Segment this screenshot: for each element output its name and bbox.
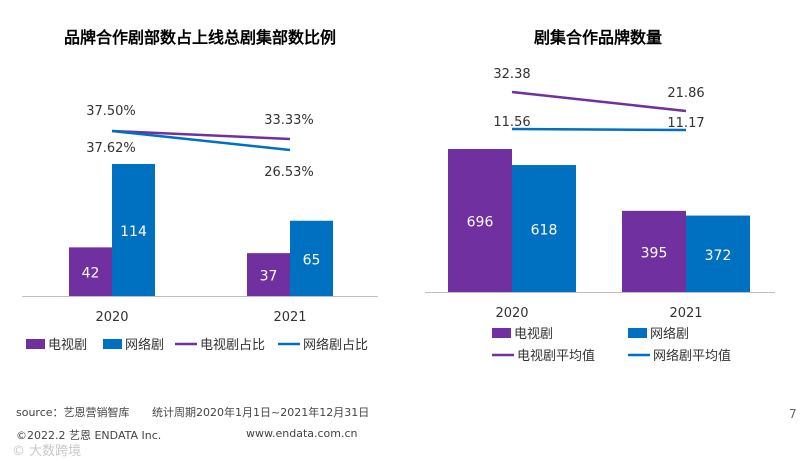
chart2-legend-label-web-line: 网络剧平均值 (653, 348, 731, 364)
chart2-legend-swatch-web-bar (628, 328, 647, 338)
chart2-bar-label-tv-2020: 696 (467, 215, 494, 231)
chart2-title: 剧集合作品牌数量 (534, 28, 662, 47)
website-note: www.endata.com.cn (246, 427, 358, 440)
chart1-line-web (111, 129, 291, 152)
chart2-bar-label-web-2020: 618 (531, 223, 558, 239)
chart2-bar-label-tv-2021: 395 (641, 245, 668, 261)
chart2-x-tick-2020: 2020 (495, 306, 528, 321)
chart2-line-label-web-2021: 11.17 (667, 116, 704, 131)
chart1-bar-web-2021 (290, 220, 333, 296)
chart1-bar-label-tv-2020: 42 (82, 266, 100, 282)
chart1-legend-swatch-web-bar (103, 339, 122, 349)
watermark-text: 大数跨境 (29, 444, 82, 459)
copyright-note: ©2022.2 艺恩 ENDATA Inc. (16, 429, 162, 442)
chart1-x-tick-2021: 2021 (273, 310, 306, 325)
chart1-bar-tv-2021 (247, 253, 290, 296)
chart1-legend-label-web-bar: 网络剧 (125, 337, 164, 353)
chart1-bar-label-web-2021: 65 (303, 252, 321, 268)
chart1-line-label-tv-2021: 33.33% (264, 113, 314, 128)
chart2-line-label-tv-2020: 32.38 (493, 67, 530, 82)
chart2-legend-swatch-tv-bar (492, 328, 511, 338)
chart2-bar-tv-2020 (448, 149, 512, 292)
chart1-title: 品牌合作剧部数占上线总剧集部数比例 (64, 28, 336, 47)
page-number: 7 (789, 407, 797, 421)
chart1-bar-label-tv-2021: 37 (260, 269, 278, 285)
chart1-line-label-web-2021: 26.53% (264, 165, 314, 180)
chart2-bar-web-2021 (686, 215, 750, 292)
chart1-line-label-web-2020: 37.62% (86, 141, 136, 156)
period-note: 统计周期2020年1月1日~2021年12月31日 (152, 406, 370, 419)
chart1-bar-tv-2020 (69, 247, 112, 296)
source-note: source：艺恩营销智库 (16, 406, 130, 419)
chart1-legend-swatch-tv-bar (26, 339, 45, 349)
chart1-legend-label-tv-bar: 电视剧 (48, 338, 87, 353)
chart1-x-tick-2020: 2020 (95, 310, 128, 325)
chart1-legend-label-tv-line: 电视剧占比 (200, 338, 265, 353)
chart2-legend-label-tv-line: 电视剧平均值 (517, 348, 595, 364)
chart2-line-web (511, 127, 687, 132)
chart1-bar-label-web-2020: 114 (120, 224, 147, 240)
chart2-legend-label-tv-bar: 电视剧 (514, 327, 553, 342)
watermark: © 大数跨境 (12, 440, 81, 459)
chart2-legend-label-web-bar: 网络剧 (650, 326, 689, 342)
chart1-line-tv (111, 129, 291, 141)
chart2-bar-tv-2021 (622, 210, 686, 292)
watermark-icon: © (12, 444, 25, 459)
chart2-line-label-web-2020: 11.56 (493, 115, 530, 130)
chart2-bar-label-web-2021: 372 (705, 248, 732, 264)
chart2-line-tv (511, 90, 687, 113)
chart1-line-label-tv-2020: 37.50% (86, 104, 136, 119)
chart1-legend-label-web-line: 网络剧占比 (303, 337, 368, 353)
chart1-bar-web-2020 (112, 164, 155, 296)
chart2-bar-web-2020 (512, 165, 576, 292)
chart2-line-label-tv-2021: 21.86 (667, 86, 704, 101)
chart2-x-tick-2021: 2021 (669, 306, 702, 321)
